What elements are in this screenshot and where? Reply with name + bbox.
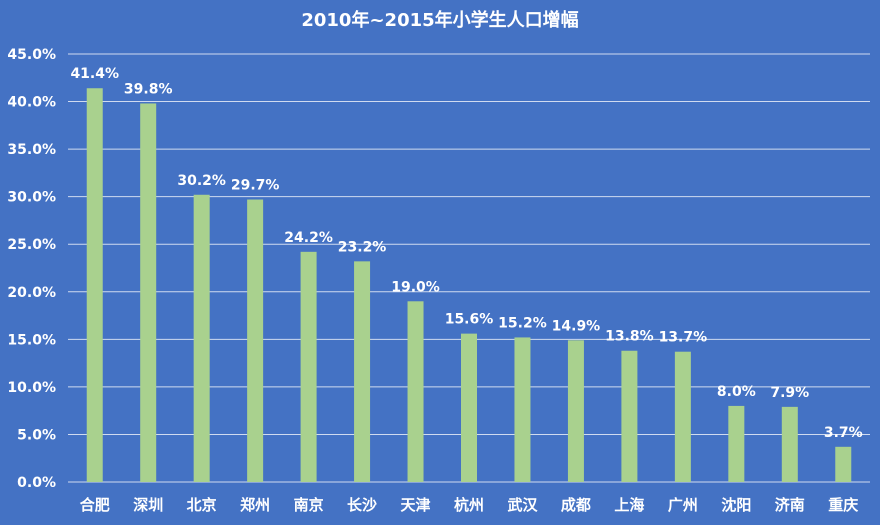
y-tick-label: 45.0%: [7, 47, 56, 63]
x-tick-label: 天津: [401, 496, 431, 514]
data-label: 13.8%: [605, 329, 654, 345]
data-label: 13.7%: [659, 330, 708, 346]
x-tick-label: 南京: [294, 496, 324, 514]
chart-title: 2010年~2015年小学生人口增幅: [301, 10, 579, 31]
x-tick-label: 上海: [614, 496, 644, 514]
x-tick-label: 深圳: [133, 496, 163, 514]
x-tick-label: 北京: [187, 496, 217, 514]
bar: [140, 103, 157, 483]
bar: [247, 199, 264, 482]
bar: [86, 88, 103, 483]
data-label: 30.2%: [177, 173, 226, 189]
bar: [193, 194, 210, 482]
data-label: 8.0%: [717, 384, 756, 400]
x-tick-label: 广州: [668, 496, 698, 514]
y-tick-label: 40.0%: [7, 95, 56, 111]
data-label: 15.2%: [498, 315, 547, 331]
y-tick-label: 25.0%: [7, 237, 56, 253]
x-tick-label: 郑州: [240, 496, 270, 514]
data-label: 7.9%: [770, 385, 809, 401]
data-label: 14.9%: [552, 318, 601, 334]
x-tick-label: 杭州: [454, 496, 484, 514]
data-label: 23.2%: [338, 239, 387, 255]
x-tick-label: 沈阳: [721, 496, 751, 514]
bar: [407, 301, 424, 482]
bar: [514, 337, 531, 482]
bar: [354, 261, 371, 482]
bar: [728, 405, 745, 482]
data-labels: 41.4% 39.8% 30.2% 29.7% 24.2% 23.2% 19.0% 15.6%…: [70, 66, 862, 441]
data-label: 19.0%: [391, 279, 440, 295]
data-label: 15.6%: [445, 312, 494, 328]
y-tick-label: 5.0%: [17, 427, 56, 443]
y-axis: 0.0% 5.0% 10.0% 15.0% 20.0% 25.0% 30.0% 35.0% 40…: [7, 47, 56, 491]
bar: [461, 333, 477, 482]
bar: [621, 350, 638, 482]
bar: [674, 351, 691, 482]
bars: [86, 88, 852, 483]
y-tick-label: 35.0%: [7, 142, 56, 158]
data-label: 29.7%: [231, 178, 280, 194]
data-label: 41.4%: [70, 66, 119, 82]
x-axis: 合肥 深圳 北京 郑州 南京 长沙 天津 杭州 武汉 成都 上海 广州 沈阳 济南 重庆: [79, 496, 859, 514]
x-tick-label: 重庆: [828, 496, 858, 514]
bar: [835, 446, 852, 482]
data-label: 3.7%: [824, 425, 863, 441]
x-tick-label: 济南: [775, 496, 805, 514]
data-label: 39.8%: [124, 81, 173, 97]
bar: [300, 251, 317, 482]
x-tick-label: 武汉: [507, 496, 538, 514]
bar: [781, 406, 798, 482]
y-tick-label: 20.0%: [7, 285, 56, 301]
y-tick-label: 30.0%: [7, 190, 56, 206]
bar: [567, 340, 584, 482]
x-tick-label: 合肥: [79, 496, 110, 514]
y-tick-label: 10.0%: [7, 380, 56, 396]
y-tick-label: 15.0%: [7, 332, 56, 348]
x-tick-label: 长沙: [347, 496, 377, 514]
y-tick-label: 0.0%: [17, 475, 56, 491]
x-tick-label: 成都: [561, 496, 591, 514]
data-label: 24.2%: [284, 230, 333, 246]
